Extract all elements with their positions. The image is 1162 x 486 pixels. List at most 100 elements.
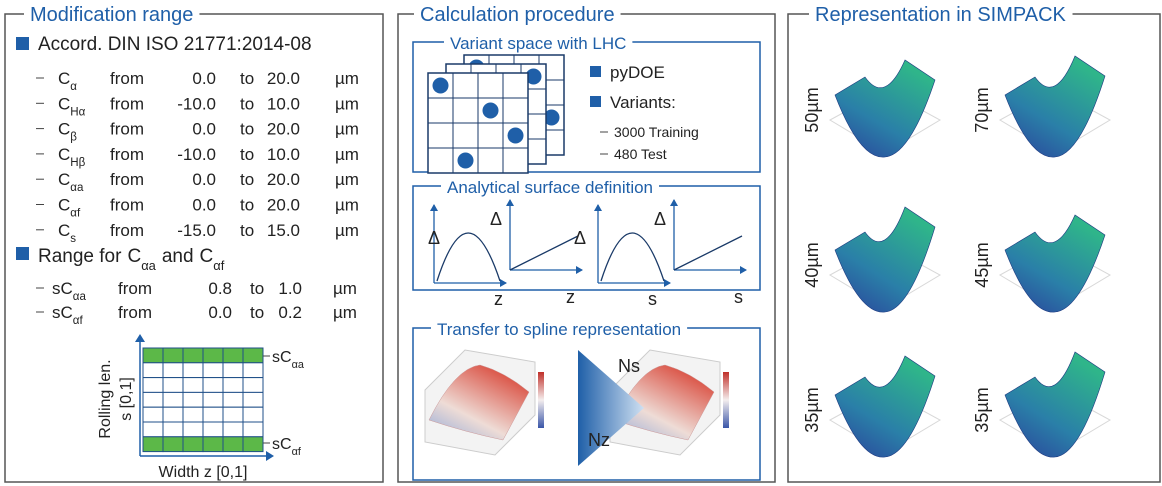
subscript: αf	[70, 208, 81, 220]
arrow	[740, 266, 747, 274]
min: 0.0	[192, 170, 216, 189]
text-part: to	[240, 170, 254, 189]
text-part: to	[240, 196, 254, 215]
text-part: 1.0	[278, 279, 302, 298]
word-from: from	[110, 170, 144, 189]
text-part: Δ	[490, 209, 502, 229]
text-part: from	[110, 145, 144, 164]
text-part: to	[240, 221, 254, 240]
grid-cell	[143, 363, 163, 378]
grid-cell	[143, 392, 163, 407]
grid-cell	[183, 348, 203, 363]
min: -10.0	[177, 94, 216, 113]
surface	[835, 207, 935, 312]
grid-cell	[243, 437, 263, 452]
word-to: to	[250, 303, 264, 322]
text-part: sC	[272, 436, 292, 453]
text-part: from	[118, 279, 152, 298]
surface	[835, 60, 935, 157]
axis-label: z	[494, 289, 503, 309]
grid-cell	[223, 363, 243, 378]
text-part: 0.0	[192, 120, 216, 139]
text-part: from	[118, 303, 152, 322]
lhc-dot	[458, 153, 474, 169]
symbol: sCαf	[52, 303, 83, 327]
text-part: C	[58, 196, 70, 215]
text-part: Δ	[574, 228, 586, 248]
grid-cell	[163, 363, 183, 378]
variant: 3000 Training	[614, 124, 699, 140]
subscript: αa	[73, 291, 87, 303]
transfer-label: Ns	[618, 356, 640, 376]
arrow	[500, 279, 507, 287]
bullet	[16, 247, 29, 260]
text-part: 20.0	[267, 120, 300, 139]
text-part: µm	[335, 145, 359, 164]
word-from: from	[110, 196, 144, 215]
frame-title: Representation in SIMPACK	[815, 4, 1067, 26]
lhc-dot	[508, 128, 524, 144]
grid-cell	[223, 422, 243, 437]
text-part: sC	[272, 349, 292, 366]
max: 20.0	[267, 196, 300, 215]
max: 10.0	[267, 94, 300, 113]
axis-label: Δ	[428, 228, 440, 248]
text-part: to	[240, 69, 254, 88]
grid-cell	[143, 422, 163, 437]
unit: µm	[335, 170, 359, 189]
unit: µm	[333, 279, 357, 298]
grid-cell	[243, 378, 263, 393]
grid-cell	[163, 407, 183, 422]
arrow	[576, 266, 583, 274]
text-part: 10.0	[267, 145, 300, 164]
unit: µm	[335, 120, 359, 139]
text-part: µm	[335, 69, 359, 88]
text-part: pyDOE	[610, 63, 665, 82]
grid-cell	[243, 407, 263, 422]
subscript: αf	[292, 446, 302, 458]
text-part: to	[250, 279, 264, 298]
colorbar	[723, 372, 729, 428]
text-part: Δ	[654, 209, 666, 229]
text-part: 40µm	[802, 242, 822, 287]
text-part: 50µm	[802, 87, 822, 132]
axis-label: s [0,1]	[118, 377, 135, 421]
text-part: to	[240, 120, 254, 139]
text-part: C	[58, 170, 70, 189]
text-part: 45µm	[972, 242, 992, 287]
text-part: 0.0	[192, 170, 216, 189]
height-label: 50µm	[802, 87, 822, 132]
text-part: Δ	[428, 228, 440, 248]
min: -15.0	[177, 221, 216, 240]
text-part: from	[110, 221, 144, 240]
word-to: to	[250, 279, 264, 298]
word-from: from	[118, 279, 152, 298]
text-part: 0.8	[208, 279, 232, 298]
text-part: from	[110, 69, 144, 88]
lhc-dot	[483, 103, 499, 119]
grid-cell	[203, 348, 223, 363]
word-to: to	[240, 170, 254, 189]
min: 0.0	[192, 196, 216, 215]
range-heading: Range forCαaandCαf	[38, 246, 225, 273]
grid-cell	[143, 378, 163, 393]
text-part: from	[110, 170, 144, 189]
text-part: C	[58, 120, 70, 139]
text-part: 0.0	[192, 196, 216, 215]
bullet	[590, 96, 601, 107]
text-part: 20.0	[267, 170, 300, 189]
grid-cell	[143, 437, 163, 452]
text-part: µm	[335, 120, 359, 139]
frame-title: Analytical surface definition	[447, 178, 653, 197]
arrow	[594, 204, 602, 211]
frame-title: Calculation procedure	[420, 4, 615, 26]
grid-cell	[203, 422, 223, 437]
text-part: -10.0	[177, 94, 216, 113]
text-part: s [0,1]	[118, 377, 135, 421]
height-label: 45µm	[972, 242, 992, 287]
unit: µm	[333, 303, 357, 322]
text-part: from	[110, 94, 144, 113]
symbol: Cs	[58, 221, 76, 245]
text-part: 480 Test	[614, 146, 667, 162]
text-part: C	[127, 246, 141, 267]
